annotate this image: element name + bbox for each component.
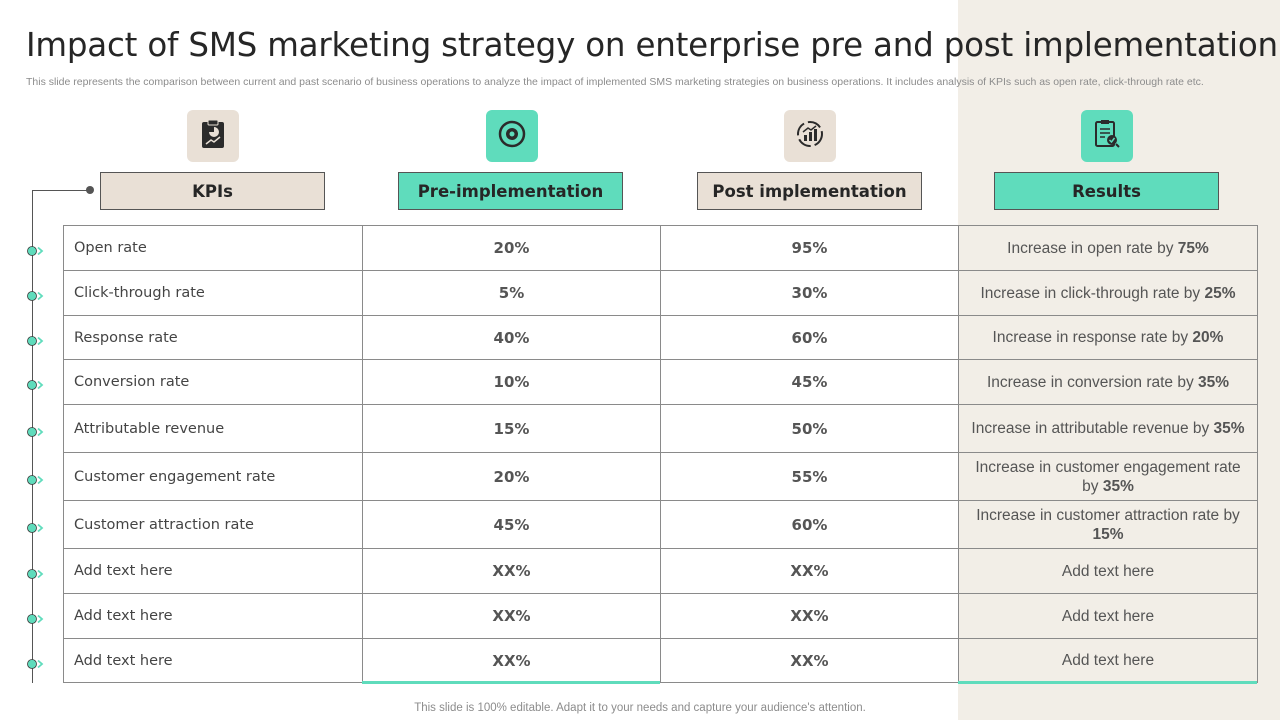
clipboard-chart-icon <box>200 119 226 154</box>
kpi-cell: Response rate <box>63 315 363 360</box>
kpi-icon-box <box>187 110 239 162</box>
table-row: Open rate 20% 95% Increase in open rate … <box>63 225 1258 271</box>
header-results: Results <box>994 172 1219 210</box>
table-row: Add text here XX% XX% Add text here <box>63 593 1258 639</box>
post-cell: 60% <box>660 315 959 360</box>
kpi-cell: Click-through rate <box>63 270 363 316</box>
kpi-cell: Conversion rate <box>63 359 363 405</box>
result-text: Add text here <box>1061 652 1155 669</box>
post-cell: 95% <box>660 225 959 271</box>
result-cell: Add text here <box>958 593 1258 639</box>
result-cell: Increase in attributable revenue by 35% <box>958 404 1258 453</box>
post-cell: 45% <box>660 359 959 405</box>
post-cell: 50% <box>660 404 959 453</box>
header-post-implementation: Post implementation <box>697 172 922 210</box>
kpi-cell: Open rate <box>63 225 363 271</box>
result-text: Increase in click-through rate by <box>980 284 1205 302</box>
timeline-connector <box>32 190 90 191</box>
pre-icon-box <box>486 110 538 162</box>
post-cell: 30% <box>660 270 959 316</box>
result-value: 35% <box>1213 420 1245 437</box>
result-cell: Increase in customer engagement rate by … <box>958 452 1258 501</box>
result-cell: Increase in conversion rate by 35% <box>958 359 1258 405</box>
kpi-table: Open rate 20% 95% Increase in open rate … <box>63 225 1258 683</box>
result-text: Increase in customer attraction rate by <box>976 506 1240 524</box>
results-column-accent <box>958 681 1257 684</box>
pre-cell: XX% <box>362 593 661 639</box>
post-cell: 60% <box>660 500 959 549</box>
results-icon-box <box>1081 110 1133 162</box>
row-bullet-icon <box>26 333 48 346</box>
row-bullet-icon <box>26 566 48 579</box>
result-value: 75% <box>1177 239 1209 257</box>
growth-chart-icon <box>795 119 825 154</box>
kpi-cell: Add text here <box>63 638 363 683</box>
pre-cell: 40% <box>362 315 661 360</box>
result-cell: Increase in click-through rate by 25% <box>958 270 1258 316</box>
result-text: Increase in conversion rate by <box>986 373 1199 391</box>
result-cell: Add text here <box>958 548 1258 594</box>
timeline-dot <box>86 186 94 194</box>
kpi-cell: Add text here <box>63 548 363 594</box>
table-row: Add text here XX% XX% Add text here <box>63 548 1258 594</box>
kpi-cell: Attributable revenue <box>63 404 363 453</box>
kpi-cell: Customer engagement rate <box>63 452 363 501</box>
row-bullet-icon <box>26 472 48 485</box>
table-row: Click-through rate 5% 30% Increase in cl… <box>63 270 1258 316</box>
row-bullet-icon <box>26 424 48 437</box>
pre-cell: XX% <box>362 638 661 683</box>
row-bullet-icon <box>26 611 48 624</box>
result-text: Increase in response rate by <box>992 329 1193 346</box>
result-cell: Increase in customer attraction rate by … <box>958 500 1258 549</box>
pre-cell: 20% <box>362 225 661 271</box>
result-text: Add text here <box>1061 607 1155 625</box>
pre-column-accent <box>362 681 660 684</box>
result-text: Increase in open rate by <box>1007 239 1178 257</box>
header-kpis: KPIs <box>100 172 325 210</box>
pre-cell: 15% <box>362 404 661 453</box>
table-row: Customer attraction rate 45% 60% Increas… <box>63 500 1258 549</box>
page-title: Impact of SMS marketing strategy on ente… <box>26 26 1278 64</box>
page-subtitle: This slide represents the comparison bet… <box>26 76 1204 88</box>
header-pre-implementation: Pre-implementation <box>398 172 623 210</box>
result-cell: Add text here <box>958 638 1258 683</box>
result-cell: Increase in response rate by 20% <box>958 315 1258 360</box>
post-cell: XX% <box>660 638 959 683</box>
result-value: 35% <box>1102 477 1134 495</box>
result-value: 15% <box>1092 525 1124 543</box>
post-icon-box <box>784 110 836 162</box>
table-row: Customer engagement rate 20% 55% Increas… <box>63 452 1258 501</box>
pre-cell: XX% <box>362 548 661 594</box>
post-cell: XX% <box>660 593 959 639</box>
footer-note: This slide is 100% editable. Adapt it to… <box>414 702 866 714</box>
row-bullet-icon <box>26 288 48 301</box>
target-cycle-icon <box>497 119 527 154</box>
pre-cell: 20% <box>362 452 661 501</box>
row-bullet-icon <box>26 243 48 256</box>
result-value: 25% <box>1204 284 1236 302</box>
result-text: Increase in customer engagement rate by <box>975 458 1241 495</box>
post-cell: 55% <box>660 452 959 501</box>
result-cell: Increase in open rate by 75% <box>958 225 1258 271</box>
result-text: Add text here <box>1061 562 1155 580</box>
row-bullet-icon <box>26 656 48 669</box>
table-row: Attributable revenue 15% 50% Increase in… <box>63 404 1258 453</box>
result-text: Increase in attributable revenue by <box>971 420 1214 437</box>
row-bullet-icon <box>26 377 48 390</box>
result-value: 35% <box>1198 373 1230 391</box>
checklist-search-icon <box>1093 119 1121 154</box>
table-row: Add text here XX% XX% Add text here <box>63 638 1258 683</box>
timeline-line <box>32 190 33 683</box>
row-bullet-icon <box>26 520 48 533</box>
kpi-cell: Customer attraction rate <box>63 500 363 549</box>
table-row: Response rate 40% 60% Increase in respon… <box>63 315 1258 360</box>
pre-cell: 5% <box>362 270 661 316</box>
result-value: 20% <box>1192 329 1224 346</box>
table-row: Conversion rate 10% 45% Increase in conv… <box>63 359 1258 405</box>
pre-cell: 10% <box>362 359 661 405</box>
kpi-cell: Add text here <box>63 593 363 639</box>
post-cell: XX% <box>660 548 959 594</box>
pre-cell: 45% <box>362 500 661 549</box>
